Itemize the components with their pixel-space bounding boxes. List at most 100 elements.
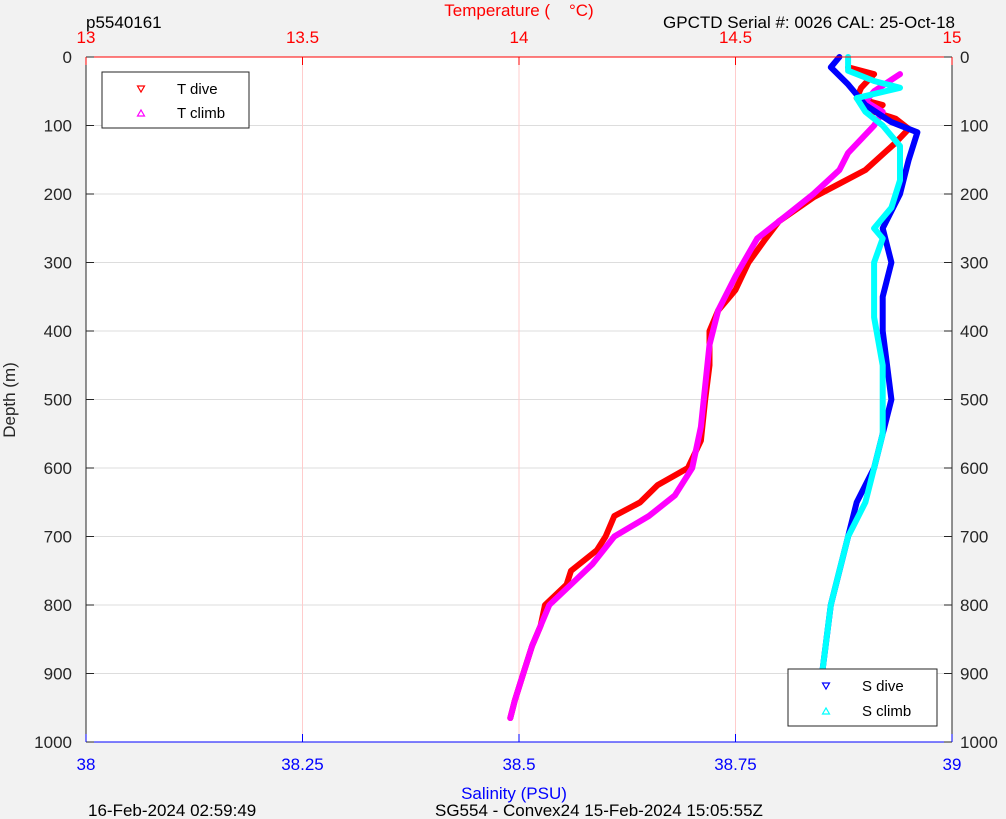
depth-tick-label-left: 400 — [44, 322, 72, 341]
series-t-dive-point — [655, 482, 660, 488]
series-t-dive-point — [893, 116, 898, 121]
series-t-climb-point — [755, 236, 760, 241]
temperature-axis-label: Temperature ( °C) — [444, 1, 593, 20]
series-s-dive-point — [889, 397, 894, 402]
series-s-dive-point — [828, 65, 833, 70]
legend-marker-triangle — [136, 85, 146, 94]
depth-tick-label-left: 1000 — [34, 733, 72, 752]
footer-mission: SG554 - Convex24 15-Feb-2024 15:05:55Z — [435, 801, 763, 819]
series-s-climb-point — [880, 363, 885, 368]
series-t-climb-point — [871, 123, 877, 128]
depth-tick-label-left: 0 — [63, 48, 72, 67]
series-s-climb-point — [880, 123, 885, 128]
salinity-tick-label: 38.75 — [714, 755, 757, 774]
salinity-tick-label: 38.25 — [281, 755, 324, 774]
series-t-climb-point — [698, 424, 704, 430]
series-s-dive-point — [880, 328, 885, 334]
legend-t-climb-marker — [136, 108, 146, 117]
depth-tick-label-left: 800 — [44, 596, 72, 615]
salinity-axis-label: Salinity (PSU) — [461, 784, 567, 803]
depth-axis-label: Depth (m) — [0, 362, 19, 438]
tick-labels: 0 0 100 100 200 200 300 300 400 400 500 500 600 600 70… — [34, 28, 998, 774]
legend-s-climb-marker — [821, 706, 831, 715]
salinity-legend-box — [787, 668, 938, 727]
temperature-tick-label: 13 — [77, 28, 96, 47]
series-t-dive-point — [871, 71, 877, 77]
series-s-climb-point — [871, 465, 877, 471]
series-t-dive-point — [733, 287, 738, 293]
series-s-climb-point — [897, 85, 903, 91]
depth-tick-label-right: 200 — [960, 185, 988, 204]
legend-marker-triangle — [821, 706, 831, 715]
series-s-climb-point — [863, 500, 868, 505]
series-t-dive-point — [880, 102, 885, 108]
series-t-climb-point — [590, 561, 595, 567]
depth-tick-label-right: 900 — [960, 665, 988, 684]
series-t-climb-point — [538, 623, 543, 628]
depth-tick-label-right: 300 — [960, 254, 988, 273]
series-s-dive-point — [845, 82, 851, 87]
series-t-climb-point — [646, 513, 652, 519]
series-t-dive-point — [594, 548, 600, 553]
legend-t-dive-label: T dive — [177, 81, 218, 98]
series-s-climb-point — [880, 431, 885, 436]
series-t-climb-point — [703, 383, 708, 388]
depth-tick-label-left: 900 — [44, 665, 72, 684]
depth-tick-label-right: 1000 — [960, 733, 998, 752]
depth-tick-label-left: 200 — [44, 185, 72, 204]
header-id: p5540161 — [86, 13, 162, 32]
legend-marker-triangle — [136, 108, 146, 117]
header-sensor: GPCTD Serial #: 0026 CAL: 25-Oct-18 — [663, 13, 955, 32]
depth-tick-label-right: 0 — [960, 48, 969, 67]
series-t-climb-point — [672, 493, 678, 498]
series-s-dive-point — [880, 226, 885, 231]
series-s-climb-point — [880, 236, 885, 241]
temperature-tick-label: 15 — [943, 28, 962, 47]
salinity-tick-label: 38.5 — [502, 755, 535, 774]
series-s-dive-point — [889, 260, 894, 265]
depth-tick-label-right: 600 — [960, 459, 988, 478]
series-t-dive-point — [612, 513, 617, 519]
legend-t-climb-label: T climb — [177, 105, 225, 122]
temperature-legend: T dive T climb — [101, 71, 250, 129]
series-s-dive-point — [854, 500, 859, 505]
series-s-climb-point — [863, 109, 868, 115]
series-s-dive-point — [889, 119, 894, 125]
temperature-tick-label: 14 — [510, 28, 529, 47]
series-t-climb-point — [690, 465, 695, 471]
legend-s-dive-label: S dive — [862, 678, 904, 695]
grid — [86, 57, 952, 742]
series-t-climb-point — [716, 308, 721, 313]
depth-tick-label-right: 100 — [960, 117, 988, 136]
series-s-climb-point — [845, 68, 851, 73]
series-t-climb-point — [733, 274, 738, 279]
series-t-climb-point — [568, 582, 574, 587]
depth-tick-label-left: 300 — [44, 254, 72, 273]
data-series — [507, 54, 921, 721]
series-s-climb-point — [837, 568, 842, 573]
series-t-climb-point — [521, 671, 526, 676]
salinity-legend: S dive S climb — [787, 668, 938, 727]
series-s-dive-point — [915, 130, 920, 135]
series-t-climb-point — [845, 150, 851, 156]
series-t-climb-point — [811, 191, 816, 197]
series-t-dive-point — [863, 167, 868, 173]
series-t-dive-point — [858, 85, 864, 91]
depth-tick-label-right: 700 — [960, 528, 988, 547]
series-s-climb-point — [889, 205, 894, 210]
series-t-dive-point — [568, 568, 574, 573]
series-s-climb-point — [828, 602, 833, 608]
series-s-climb-point — [871, 260, 877, 265]
temperature-tick-label: 13.5 — [286, 28, 319, 47]
series-t-dive-point — [603, 534, 608, 539]
series-s-climb-point — [845, 534, 851, 539]
series-t-dive-point — [837, 181, 842, 186]
series-s-climb-point — [871, 315, 877, 320]
series-s-climb-point — [854, 95, 859, 101]
series-t-climb-point — [508, 715, 513, 721]
depth-tick-label-left: 700 — [44, 528, 72, 547]
series-t-climb-point — [897, 71, 903, 77]
series-t-climb-point — [547, 602, 552, 608]
